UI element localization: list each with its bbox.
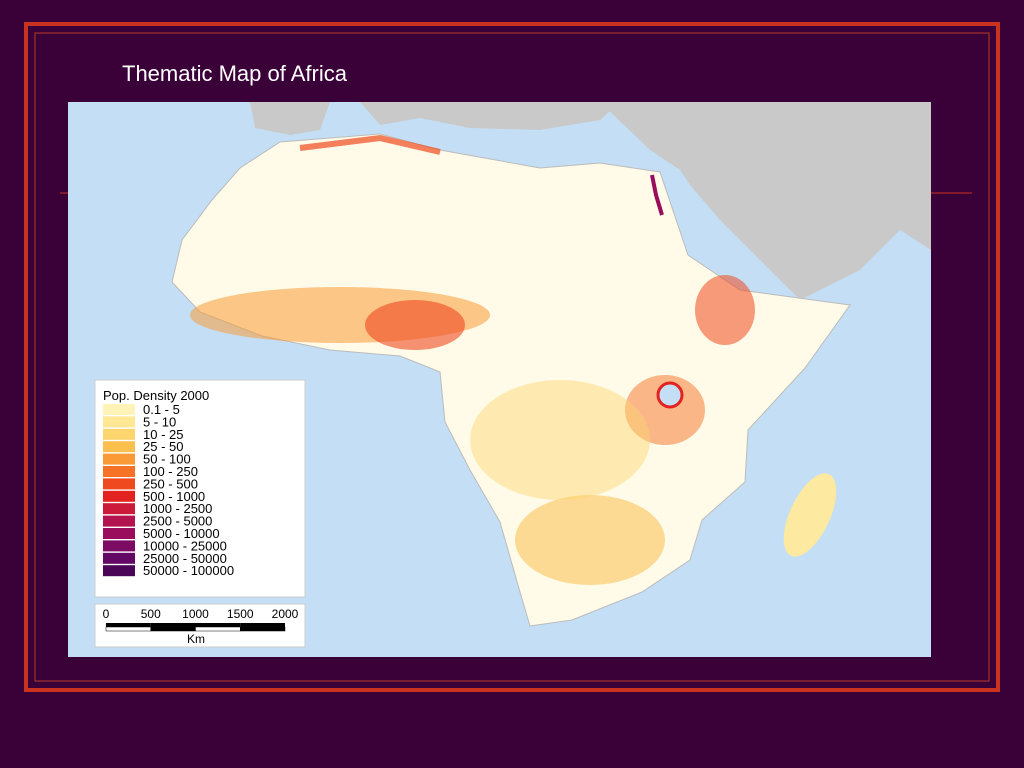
- land-africa: [171, 133, 851, 627]
- slide-frame: [24, 22, 1000, 692]
- legend-swatch: [103, 552, 135, 564]
- slide-title: Thematic Map of Africa: [122, 61, 348, 86]
- legend-swatch: [103, 490, 135, 502]
- legend-label: 1000 - 2500: [143, 501, 212, 516]
- scale-segment: [106, 623, 151, 627]
- scale-bar: Km 0 500 1000 1500 2000: [94, 603, 306, 648]
- scale-segment: [195, 623, 241, 627]
- land-asia: [600, 102, 931, 300]
- legend-swatch: [103, 515, 135, 527]
- land-europe: [360, 102, 620, 130]
- legend-label: 2500 - 5000: [143, 514, 212, 529]
- legend-label: 25000 - 50000: [143, 551, 227, 566]
- scale-label: 1000: [182, 607, 209, 621]
- scale-unit: Km: [187, 632, 205, 646]
- scale-label: 500: [141, 607, 161, 621]
- legend-label: 5 - 10: [143, 414, 176, 429]
- legend-swatch: [103, 416, 135, 428]
- scale-segment: [240, 626, 286, 632]
- legend-label: 10000 - 25000: [143, 538, 227, 553]
- legend-swatch: [103, 404, 135, 415]
- legend-swatch: [103, 453, 135, 465]
- legend-label: 250 - 500: [143, 476, 198, 491]
- legend-swatch: [103, 503, 135, 515]
- legend-label: 10 - 25: [143, 427, 183, 442]
- density-south: [515, 495, 665, 585]
- legend-label: 50000 - 100000: [143, 563, 234, 578]
- legend-label: 25 - 50: [143, 439, 183, 454]
- scale-segment: [105, 626, 151, 632]
- legend-label: 50 - 100: [143, 452, 191, 467]
- legend-label: 5000 - 10000: [143, 526, 220, 541]
- scale-label: 2000: [272, 607, 299, 621]
- legend-swatch: [103, 428, 135, 440]
- legend-swatch: [103, 441, 135, 453]
- density-nile: [650, 174, 664, 216]
- legend-label: 100 - 250: [143, 464, 198, 479]
- slide-inner-frame: [34, 32, 990, 682]
- land-madagascar: [783, 473, 837, 557]
- lake-victoria: [656, 381, 684, 409]
- legend-swatch: [103, 466, 135, 477]
- legend-swatch: [103, 565, 135, 577]
- density-maghreb: [299, 134, 441, 155]
- density-nigeria: [365, 300, 465, 350]
- density-central: [470, 380, 650, 500]
- density-great-lakes: [625, 375, 705, 445]
- legend-label: 500 - 1000: [143, 489, 205, 504]
- legend-swatch: [103, 478, 135, 490]
- legend-swatch: [103, 540, 135, 552]
- scale-segment: [195, 626, 241, 632]
- scale-label: 0: [103, 607, 110, 621]
- legend-title: Pop. Density 2000: [103, 388, 209, 403]
- scale-label: 1500: [227, 607, 254, 621]
- density-ethiopia: [695, 275, 755, 345]
- scale-segment: [240, 623, 285, 627]
- scale-segment: [150, 623, 196, 627]
- land-europe: [250, 102, 330, 135]
- legend-label: 0.1 - 5: [143, 402, 180, 417]
- legend-swatch: [103, 528, 135, 539]
- scale-segment: [150, 626, 196, 632]
